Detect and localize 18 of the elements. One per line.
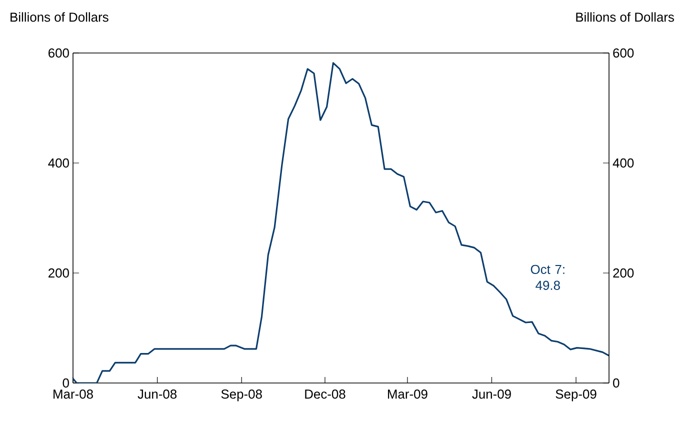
y-tick-label: 200 (48, 268, 69, 278)
y2-tick-label: 600 (613, 48, 634, 58)
x-tick-label: Jun-09 (472, 390, 511, 399)
y-axis-title: Billions of Dollars (10, 12, 108, 22)
y-tick-label: 0 (62, 378, 69, 388)
y2-tick-label: 0 (613, 378, 620, 388)
x-tick-label: Mar-09 (388, 390, 428, 399)
x-tick-label: Sep-09 (556, 390, 596, 402)
y-tick-label: 400 (48, 158, 69, 168)
x-tick-label: Jun-08 (138, 390, 177, 399)
annotation: Oct 7: 49.8 (530, 264, 564, 290)
x-tick-label: Dec-08 (305, 390, 346, 399)
y2-tick-label: 400 (612, 158, 634, 168)
y2-axis-title: Billions of Dollars (576, 12, 674, 22)
x-tick-label: Mar-08 (54, 390, 93, 399)
y2-tick-label: 200 (613, 268, 634, 278)
y-tick-label: 600 (48, 48, 69, 58)
x-tick-label: Sep-08 (221, 390, 262, 402)
